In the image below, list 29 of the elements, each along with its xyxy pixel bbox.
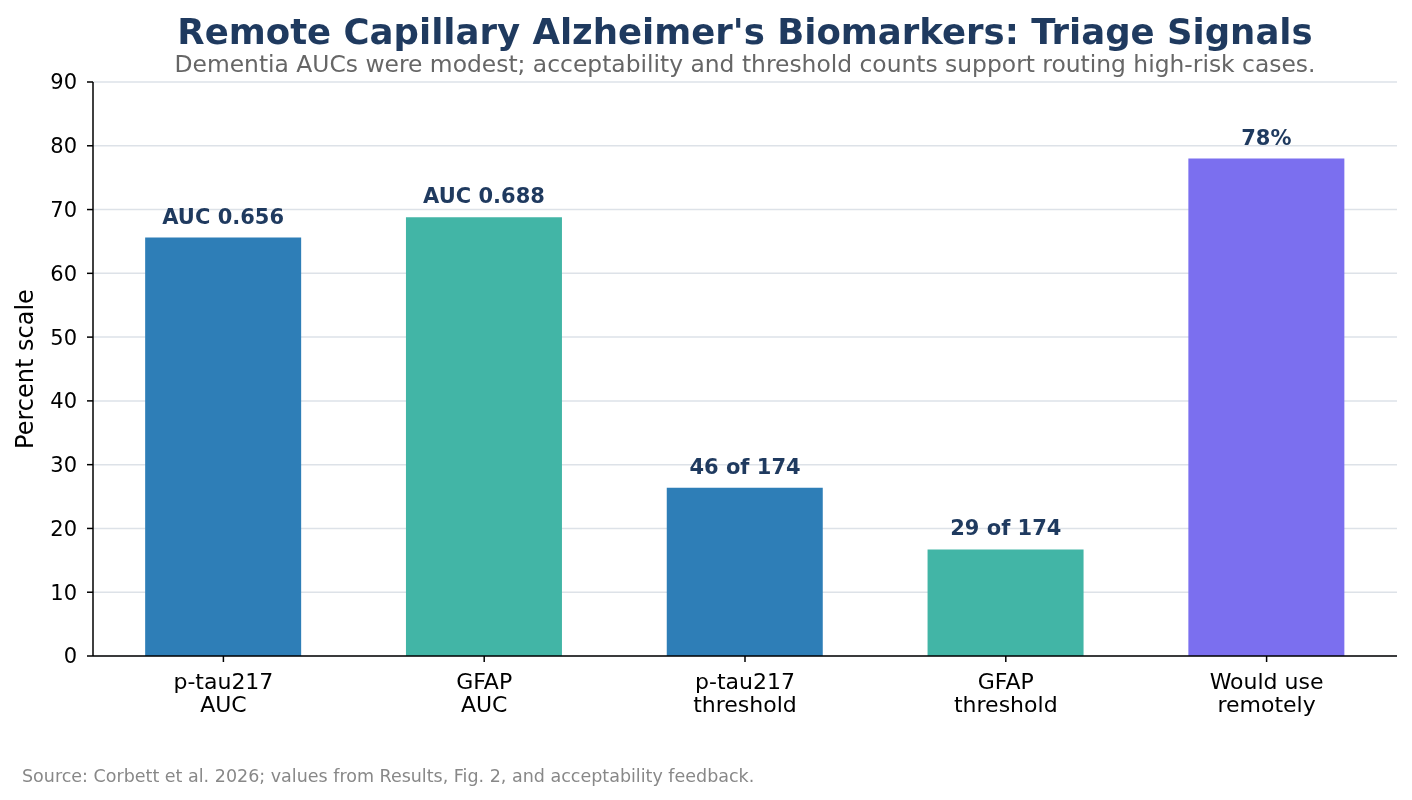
source-note: Source: Corbett et al. 2026; values from Results, Fig. 2, and acceptability feedback. (22, 766, 755, 786)
bar (145, 237, 302, 656)
y-tick-label: 60 (50, 261, 77, 286)
chart-title: Remote Capillary Alzheimer's Biomarkers: Triage Signals (176, 11, 1314, 52)
x-tick-label: GFAP AUC (456, 669, 513, 717)
y-tick-label: 0 (63, 644, 77, 669)
annotation: 29 of 174 (950, 516, 1062, 541)
y-tick-label: 80 (50, 134, 77, 159)
y-axis-title: Percent scale (11, 289, 39, 449)
data-label: AUC 0.688 (423, 184, 545, 209)
y-tick-label: 10 (50, 580, 77, 605)
bar (1188, 158, 1345, 656)
data-label: 78% (1241, 125, 1292, 150)
y-tick-label: 50 (50, 325, 77, 350)
y-tick-label: 20 (50, 516, 77, 541)
y-tick-label: 70 (50, 198, 77, 223)
x-tick-label: Would use remotely (1209, 669, 1324, 717)
bar (666, 487, 823, 656)
bar (927, 549, 1084, 656)
annotation: 46 of 174 (689, 454, 801, 479)
x-tick-label: GFAP threshold (954, 669, 1058, 717)
x-tick-label: p-tau217 threshold (693, 669, 797, 717)
chart-subtitle: Dementia AUCs were modest; acceptability and threshold counts support routing high-risk cases. (173, 50, 1317, 78)
y-tick-label: 90 (50, 70, 77, 95)
data-label: AUC 0.656 (162, 204, 285, 229)
x-tick-label: p-tau217 AUC (173, 669, 274, 717)
bar (405, 217, 562, 656)
y-tick-label: 40 (50, 389, 77, 414)
y-tick-label: 30 (50, 453, 77, 478)
